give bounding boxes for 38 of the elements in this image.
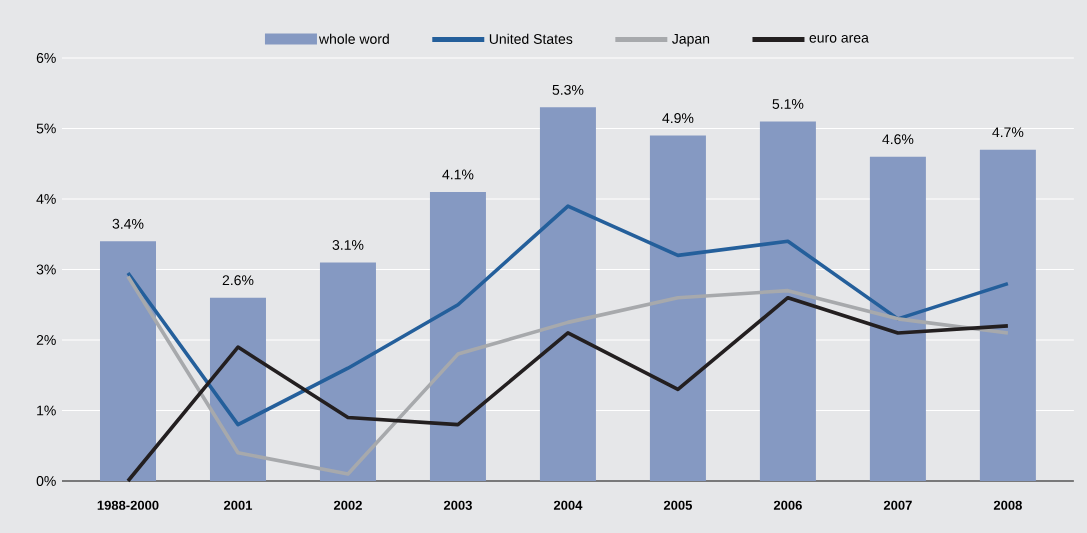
bar	[99, 241, 156, 481]
x-tick-label: 2003	[443, 500, 472, 510]
bar	[319, 262, 376, 481]
x-tick-label: 1988-2000	[97, 500, 159, 510]
bar	[429, 191, 486, 481]
x-tick-label: 2007	[883, 500, 912, 510]
x-tick-label: 2001	[223, 500, 253, 510]
x-tick-label: 2006	[773, 500, 802, 510]
y-tick-label: 6%	[36, 53, 56, 63]
bar	[649, 135, 706, 481]
data-label: 4.9%	[662, 113, 694, 124]
legend-label: Japan	[672, 33, 710, 47]
y-tick-label: 0%	[36, 476, 56, 486]
legend-label: euro area	[809, 34, 869, 43]
x-tick-label: 2004	[553, 500, 583, 510]
data-label: 5.1%	[772, 99, 804, 109]
bar	[869, 156, 926, 481]
data-label: 4.7%	[992, 127, 1024, 138]
x-tick-label: 2005	[663, 500, 693, 510]
bar	[979, 149, 1036, 481]
legend-label: United States	[489, 33, 573, 44]
x-tick-label: 2008	[993, 500, 1022, 510]
data-label: 3.1%	[332, 240, 364, 250]
bar	[209, 297, 266, 481]
data-label: 5.3%	[552, 84, 584, 95]
bar	[759, 121, 816, 481]
y-tick-label: 3%	[36, 264, 56, 275]
data-label: 4.1%	[442, 169, 474, 180]
x-tick-label: 2002	[333, 500, 362, 510]
legend-label: whole word	[318, 33, 389, 44]
y-tick-label: 5%	[36, 123, 56, 134]
y-tick-label: 4%	[36, 194, 56, 204]
data-label: 3.4%	[112, 218, 144, 229]
y-tick-label: 2%	[36, 335, 56, 345]
y-tick-label: 1%	[37, 405, 56, 416]
data-label: 2.6%	[222, 275, 254, 286]
bar	[539, 107, 596, 481]
data-label: 4.6%	[882, 134, 914, 145]
